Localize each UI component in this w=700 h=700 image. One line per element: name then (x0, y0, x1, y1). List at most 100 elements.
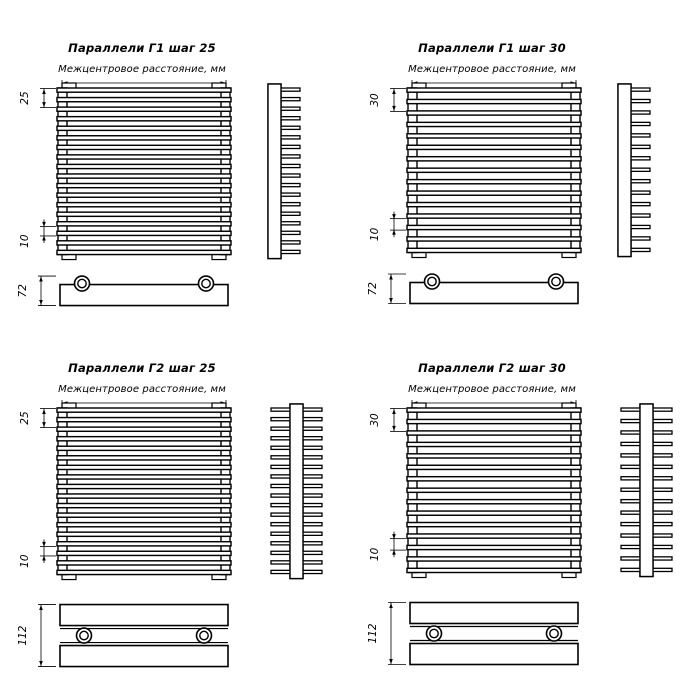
side-fin-right (301, 407, 323, 412)
front-left-collector (57, 407, 68, 576)
front-tube (56, 173, 232, 179)
side-fin-right (279, 87, 301, 92)
front-tube (406, 567, 582, 574)
front-tube (406, 133, 582, 139)
tube-height-arrow-top (42, 221, 46, 227)
pitch-arrow-bottom (392, 105, 396, 111)
side-fin-right (301, 416, 323, 422)
side-fin-group (629, 87, 651, 253)
plan-connector-inner-right (551, 276, 561, 287)
side-fin-right (629, 144, 651, 150)
side-fin-right (629, 247, 651, 253)
side-fin-left (620, 544, 642, 550)
side-fin-left (620, 556, 642, 561)
plan-body-band-top (409, 601, 579, 625)
side-fin-right (629, 190, 651, 195)
side-fin-left (620, 418, 642, 424)
side-fin-right (301, 531, 323, 536)
side-fin-right (279, 106, 301, 111)
front-tube (406, 498, 582, 505)
front-tube-group (406, 407, 582, 574)
front-tube (406, 167, 582, 174)
front-tube (406, 510, 582, 516)
depth-dimension: 72 (17, 275, 56, 306)
depth-dimension: 112 (367, 602, 406, 665)
side-fin-right (651, 407, 673, 412)
pitch-arrow-top (42, 89, 46, 94)
side-fin-right (629, 110, 651, 115)
side-fin-right (279, 230, 301, 236)
plan-connector-inner-right (199, 630, 209, 641)
front-tube (56, 550, 232, 557)
front-view (56, 82, 232, 261)
bottom-view (59, 275, 229, 307)
side-fin-right (301, 521, 323, 527)
panel-title: Параллели Г2 шаг 25 (68, 361, 216, 375)
front-tube (406, 441, 582, 448)
front-tube (406, 453, 582, 459)
tube-height-arrow-bottom (42, 235, 46, 241)
side-fin-left (270, 502, 292, 508)
tube-height-dimension: 10 (369, 531, 406, 561)
side-fin-left (270, 493, 292, 498)
panel-g1-step30: Параллели Г1 шаг 30 Межцентровое расстоян… (367, 41, 651, 305)
side-vertical-collector-outline (639, 403, 654, 578)
side-fin-left (270, 416, 292, 422)
panel-subtitle: Межцентровое расстояние, мм (58, 64, 226, 75)
side-fin-right (301, 483, 323, 489)
side-fin-right (651, 567, 673, 573)
tube-height-dimension: 10 (19, 219, 56, 248)
side-fin-right (629, 156, 651, 161)
front-tube (406, 87, 582, 93)
front-tube (56, 182, 232, 189)
side-fin-right (279, 201, 301, 207)
side-fin-right (629, 178, 651, 184)
tube-height-dim-label: 10 (369, 547, 381, 561)
front-tube (56, 163, 232, 170)
depth-arrow-bottom (39, 300, 43, 306)
front-tube (406, 521, 582, 528)
side-fin-right (629, 87, 651, 92)
side-fin-right (651, 533, 673, 538)
side-fin-right (279, 192, 301, 197)
side-fin-left (620, 487, 642, 492)
side-fin-right (301, 436, 323, 441)
front-tube (406, 201, 582, 208)
side-fin-right (279, 125, 301, 131)
side-fin-right (629, 167, 651, 172)
front-left-collector (57, 87, 68, 256)
front-view (406, 82, 582, 259)
bottom-view (409, 273, 579, 305)
plan-body-band (59, 283, 229, 307)
side-fin-right (301, 569, 323, 575)
bottom-view (409, 601, 579, 666)
pitch-arrow-top (392, 409, 396, 414)
front-tube (56, 154, 232, 160)
side-fin-right (301, 502, 323, 508)
depth-dim-label: 112 (367, 623, 379, 643)
side-fin-right (629, 201, 651, 207)
side-fin-right (301, 426, 323, 431)
side-fin-right (279, 221, 301, 226)
pitch-dimension: 30 (369, 88, 406, 112)
pitch-dim-label: 25 (19, 91, 31, 105)
side-fin-right (279, 116, 301, 121)
front-tube (56, 230, 232, 237)
side-fin-right (629, 98, 651, 104)
side-fin-left (270, 531, 292, 536)
panel-g1-step25: Параллели Г1 шаг 25 Межцентровое расстоян… (17, 41, 301, 307)
side-fin-right (629, 236, 651, 241)
side-fin-right (279, 173, 301, 178)
front-tube (406, 247, 582, 254)
pitch-arrow-top (392, 89, 396, 94)
front-tube-group (56, 87, 232, 256)
depth-dim-label: 72 (17, 284, 29, 298)
center-distance-dimension (411, 400, 577, 408)
front-tube (56, 464, 232, 471)
side-fin-left (270, 474, 292, 479)
front-tube (56, 106, 232, 113)
front-tube (406, 475, 582, 482)
side-fin-right (279, 211, 301, 216)
front-tube (406, 533, 582, 539)
plan-body-band-bottom (59, 644, 229, 668)
